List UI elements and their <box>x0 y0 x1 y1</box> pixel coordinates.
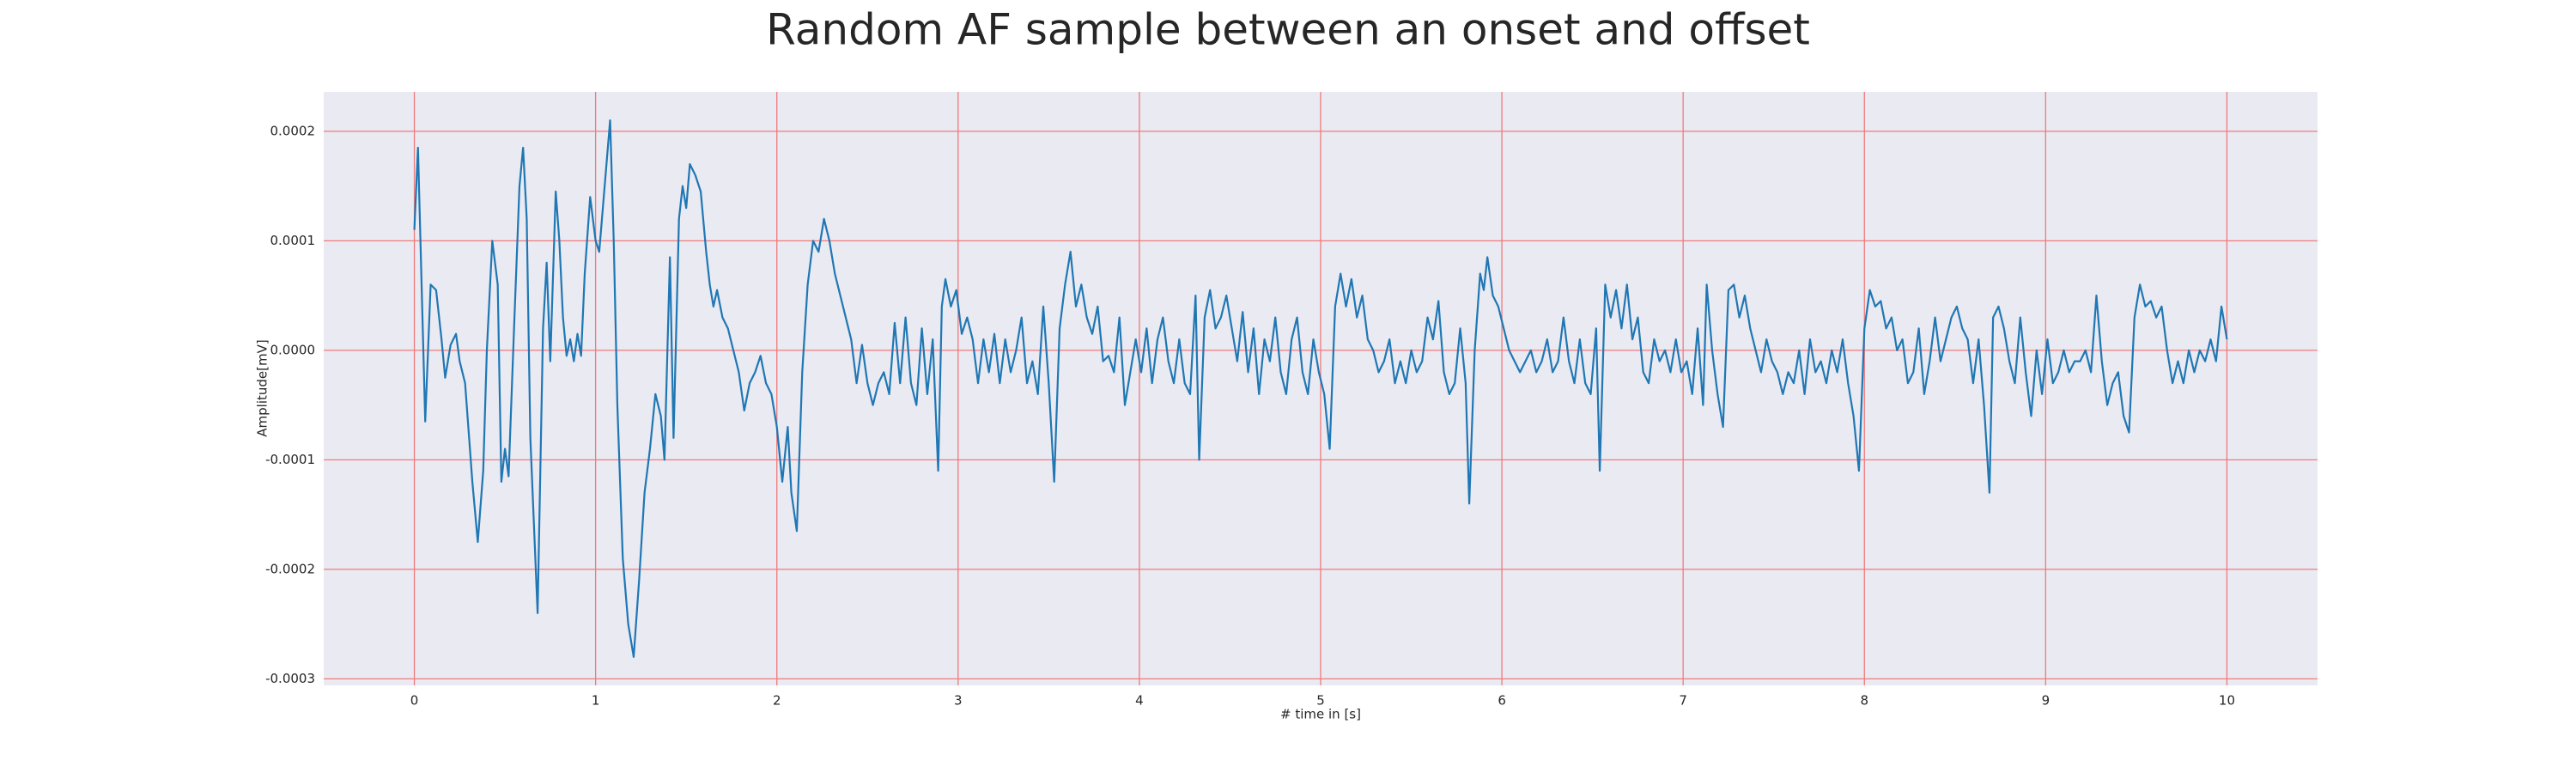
x-tick-label: 0 <box>410 693 419 709</box>
y-tick-label: 0.0001 <box>270 233 316 248</box>
x-tick-label: 3 <box>954 693 963 709</box>
x-tick-label: 9 <box>2042 693 2050 709</box>
y-tick-label: 0.0002 <box>270 123 316 138</box>
x-tick-label: 5 <box>1316 693 1325 709</box>
x-tick-label: 2 <box>773 693 781 709</box>
y-tick-label: -0.0001 <box>265 452 315 467</box>
x-tick-label: 4 <box>1135 693 1144 709</box>
x-tick-label: 6 <box>1498 693 1506 709</box>
chart-title: Random AF sample between an onset and of… <box>766 5 1810 55</box>
grid <box>324 92 2318 685</box>
y-axis-label: Amplitude[mV] <box>255 339 270 436</box>
y-tick-label: -0.0003 <box>265 671 315 686</box>
x-tick-label: 7 <box>1679 693 1687 709</box>
x-tick-label: 10 <box>2219 693 2235 709</box>
marks <box>413 119 2228 658</box>
y-tick-label: -0.0002 <box>265 561 315 576</box>
x-tick-label: 1 <box>592 693 600 709</box>
x-axis-label: # time in [s] <box>1280 707 1361 722</box>
labels: 0 1 2 3 4 5 6 7 8 9 10 -0.0003 -0.0002 -0.0001 0.0000 0… <box>265 123 2235 708</box>
signal-line <box>413 119 2228 658</box>
x-tick-label: 8 <box>1860 693 1868 709</box>
y-tick-label: 0.0000 <box>270 342 316 357</box>
